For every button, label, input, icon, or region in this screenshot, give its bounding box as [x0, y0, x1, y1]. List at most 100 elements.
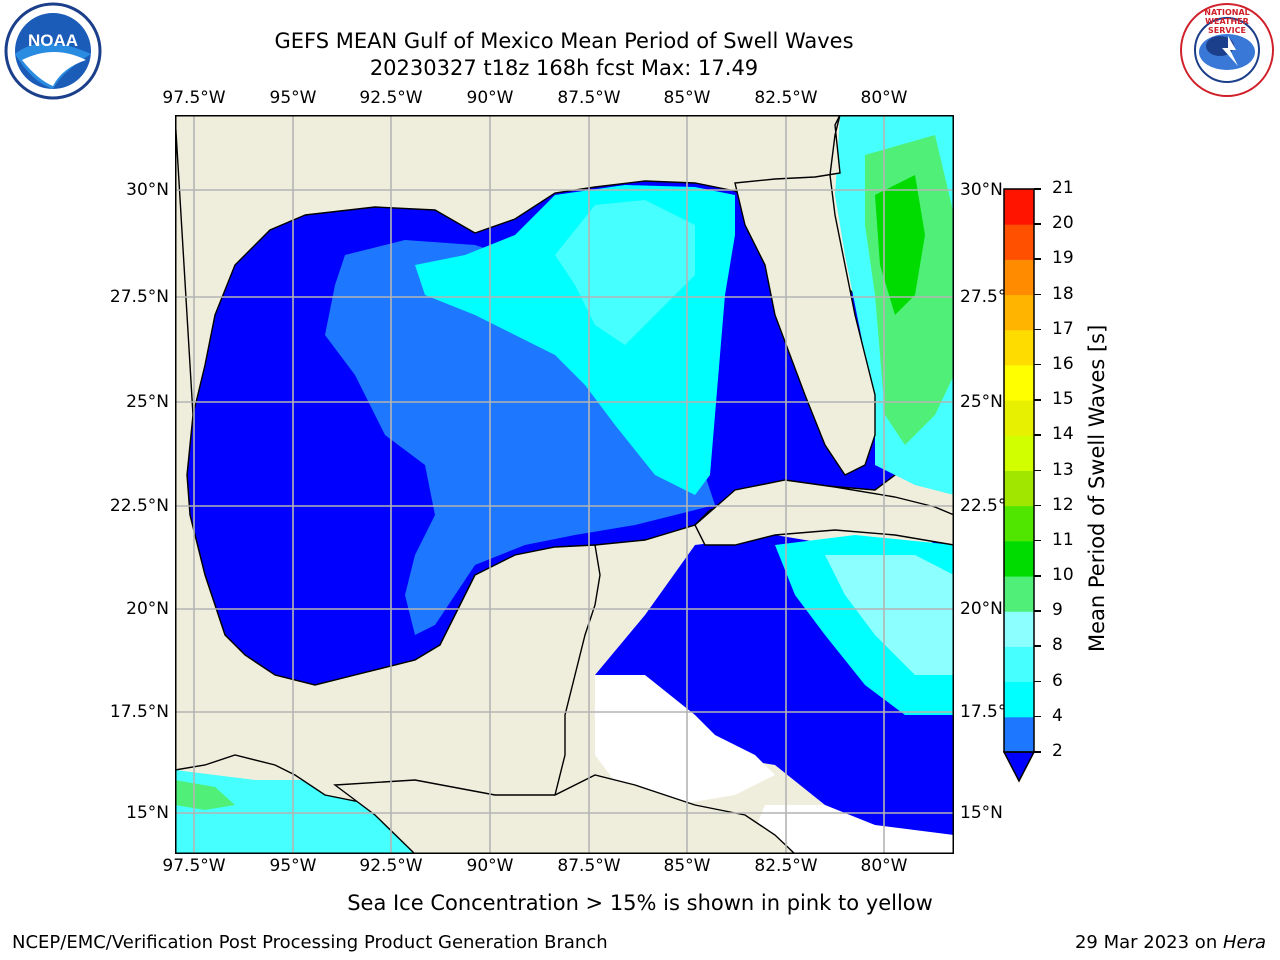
colorbar-tick-mark — [1034, 645, 1041, 647]
bottom-lon-label: 87.5°W — [557, 856, 621, 876]
noaa-logo: NOAA — [2, 2, 104, 100]
top-lon-label: 97.5°W — [162, 88, 226, 108]
colorbar-tick-label: 4 — [1052, 705, 1063, 726]
colorbar-extend-arrow — [1002, 751, 1036, 783]
footer-date-text: 29 Mar 2023 on — [1074, 932, 1223, 953]
colorbar-tick-label: 21 — [1052, 178, 1074, 198]
map-plot — [175, 115, 954, 854]
bottom-lon-label: 90°W — [466, 856, 514, 876]
caribbean-white-south — [745, 805, 954, 854]
pacific-green — [175, 780, 235, 810]
colorbar-tick-mark — [1034, 188, 1041, 190]
footer-credit: NCEP/EMC/Verification Post Processing Pr… — [12, 932, 608, 953]
bottom-lon-label: 97.5°W — [162, 856, 226, 876]
colorbar-tick-label: 14 — [1052, 424, 1074, 445]
colorbar-tick-mark — [1034, 539, 1041, 542]
colorbar-swatch — [1004, 435, 1034, 471]
colorbar-swatch — [1004, 646, 1034, 683]
colorbar-swatch — [1004, 716, 1034, 753]
top-lon-label: 80°W — [860, 88, 908, 108]
nws-logo-text: NATIONAL WEATHER SERVICE — [1204, 8, 1250, 35]
colorbar-tick-mark — [1034, 363, 1041, 366]
colorbar-tick-mark — [1034, 610, 1041, 612]
colorbar-tick-mark — [1034, 504, 1041, 507]
left-lat-label: 15°N — [126, 803, 169, 823]
colorbar-tick-mark — [1034, 469, 1041, 471]
left-lat-label: 17.5°N — [109, 702, 169, 722]
left-lat-label: 22.5°N — [109, 496, 169, 516]
right-lat-label: 20°N — [960, 599, 1003, 619]
left-lat-label: 25°N — [126, 392, 169, 412]
bottom-lon-label: 95°W — [269, 856, 317, 876]
colorbar-tick-label: 12 — [1052, 494, 1074, 515]
colorbar-tick-mark — [1034, 293, 1041, 296]
florida-peninsula — [734, 115, 876, 476]
right-lat-label: 17.5° — [960, 702, 1007, 722]
colorbar-swatch — [1004, 576, 1034, 612]
sea-ice-note: Sea Ice Concentration > 15% is shown in … — [347, 891, 933, 915]
gulf-water-mid — [325, 240, 715, 635]
colorbar-tick-label: 19 — [1052, 248, 1074, 269]
left-lat-label: 27.5°N — [109, 287, 169, 307]
colorbar-swatch — [1004, 294, 1034, 331]
left-lat-label: 30°N — [126, 180, 169, 200]
map-title-line1: GEFS MEAN Gulf of Mexico Mean Period of … — [274, 29, 854, 53]
colorbar-tick-mark — [1034, 258, 1041, 260]
colorbar-tick-label: 8 — [1052, 635, 1063, 656]
colorbar-swatch — [1004, 364, 1034, 401]
top-lon-label: 85°W — [663, 88, 711, 108]
atlantic-green-dark — [875, 175, 925, 315]
colorbar-swatch — [1004, 189, 1034, 225]
colorbar-tick-label: 18 — [1052, 283, 1074, 304]
bottom-lon-label: 85°W — [663, 856, 711, 876]
colorbar-title: Mean Period of Swell Waves [s] — [1085, 324, 1109, 652]
central-america — [333, 774, 797, 854]
top-lon-label: 82.5°W — [754, 88, 818, 108]
colorbar-tick-label: 11 — [1052, 529, 1074, 550]
colorbar-tick-mark — [1034, 575, 1041, 577]
right-lat-label: 15°N — [960, 803, 1003, 823]
colorbar-tick-label: 15 — [1052, 389, 1074, 410]
gulf-water-lighter — [555, 200, 695, 345]
caribbean-white — [595, 675, 775, 805]
colorbar-swatch — [1004, 505, 1034, 542]
colorbar-tick-mark — [1034, 751, 1041, 753]
nws-logo: NATIONAL WEATHER SERVICE — [1176, 2, 1278, 98]
map-title-line2: 20230327 t18z 168h fcst Max: 17.49 — [369, 56, 759, 80]
colorbar-tick-mark — [1034, 715, 1041, 718]
colorbar-swatch — [1004, 681, 1034, 718]
colorbar-tick-mark — [1034, 399, 1041, 401]
right-lat-label: 25°N — [960, 392, 1003, 412]
colorbar-tick-label: 10 — [1052, 565, 1074, 586]
top-lon-label: 92.5°W — [359, 88, 423, 108]
colorbar-swatch — [1004, 329, 1034, 366]
colorbar-tick-mark — [1034, 328, 1041, 331]
colorbar-tick-label: 6 — [1052, 670, 1063, 691]
right-lat-label: 22.5° — [960, 496, 1007, 516]
pacific-water — [175, 770, 415, 854]
colorbar — [1002, 188, 1043, 783]
grid-lines — [175, 115, 954, 854]
colorbar-swatch — [1004, 400, 1034, 436]
caribbean-lighter — [825, 555, 954, 675]
colorbar-swatch — [1004, 611, 1034, 647]
top-lon-label: 90°W — [466, 88, 514, 108]
bottom-lon-label: 82.5°W — [754, 856, 818, 876]
colorbar-tick-mark — [1034, 434, 1041, 436]
bottom-lon-label: 80°W — [860, 856, 908, 876]
colorbar-tick-mark — [1034, 223, 1041, 225]
colorbar-tick-label: 13 — [1052, 459, 1074, 480]
yucatan-mexico — [175, 115, 601, 854]
top-lon-label: 95°W — [269, 88, 317, 108]
colorbar-swatch — [1004, 540, 1034, 577]
colorbar-tick-mark — [1034, 680, 1041, 683]
top-lon-label: 87.5°W — [557, 88, 621, 108]
colorbar-swatch — [1004, 470, 1034, 507]
svg-text:NOAA: NOAA — [28, 31, 78, 50]
left-lat-label: 20°N — [126, 599, 169, 619]
cuba — [694, 479, 954, 546]
colorbar-tick-label: 9 — [1052, 600, 1063, 621]
right-lat-label: 30°N — [960, 180, 1003, 200]
right-lat-label: 27.5° — [960, 287, 1007, 307]
colorbar-swatch — [1004, 224, 1034, 260]
